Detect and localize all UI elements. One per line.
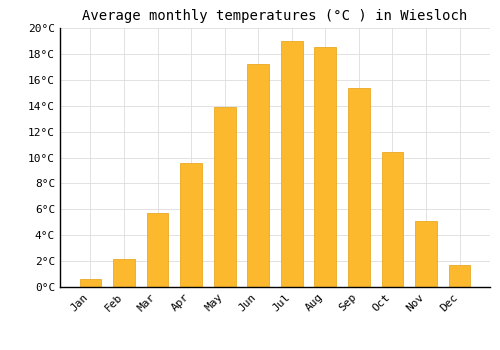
Bar (248, 64, 269, 287)
Bar (113, 259, 135, 287)
Bar (180, 163, 202, 287)
Bar (448, 265, 470, 287)
Bar (314, 47, 336, 287)
Bar (80, 279, 102, 287)
Bar (281, 41, 302, 287)
Bar (382, 152, 404, 287)
Bar (415, 221, 437, 287)
Bar (348, 88, 370, 287)
Title: Average monthly temperatures (°C ) in Wiesloch: Average monthly temperatures (°C ) in Wi… (82, 9, 468, 23)
Bar (214, 107, 236, 287)
Bar (146, 213, 169, 287)
